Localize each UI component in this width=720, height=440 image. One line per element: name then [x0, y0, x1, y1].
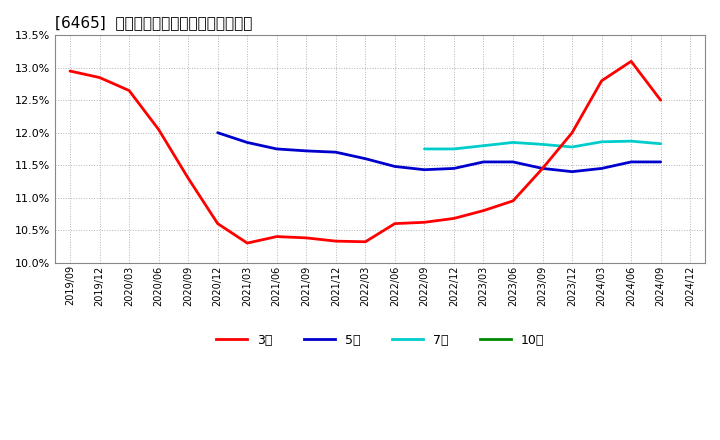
Legend: 3年, 5年, 7年, 10年: 3年, 5年, 7年, 10年 — [211, 329, 549, 352]
Text: [6465]  経常利益マージンの平均値の推移: [6465] 経常利益マージンの平均値の推移 — [55, 15, 253, 30]
